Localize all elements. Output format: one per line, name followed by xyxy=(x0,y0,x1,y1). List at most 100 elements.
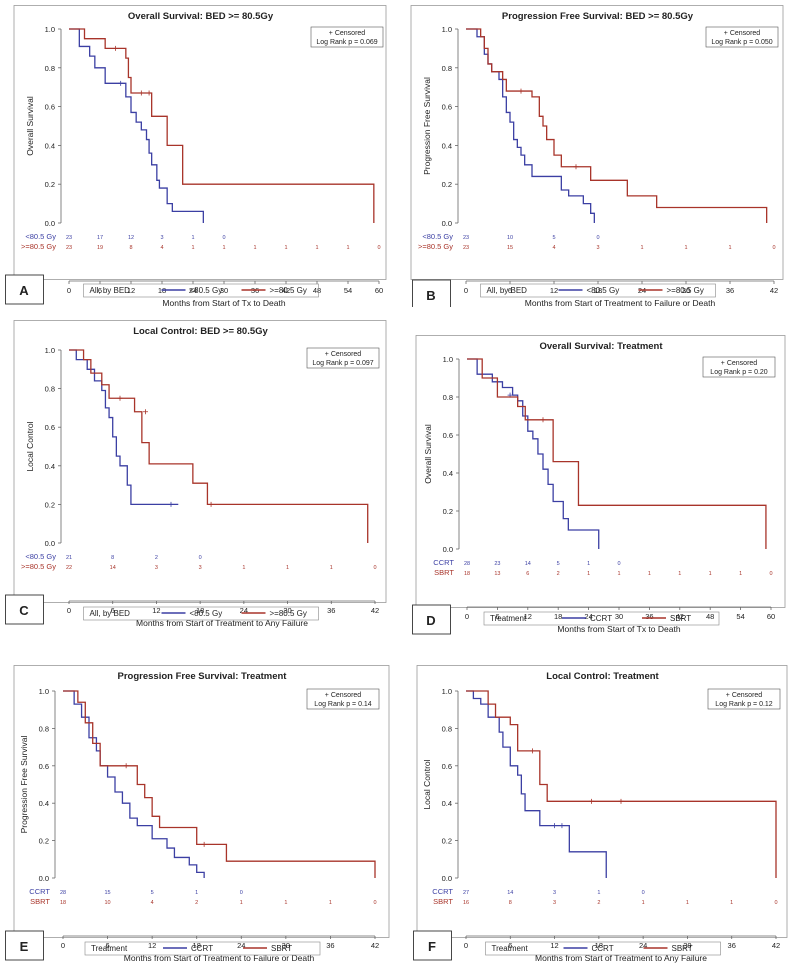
panel-frame xyxy=(415,335,786,608)
x-tick-label: 0 xyxy=(67,606,71,615)
x-tick-label: 0 xyxy=(465,612,469,621)
at-risk-count: 1 xyxy=(330,565,333,571)
x-tick-label: 24 xyxy=(584,612,592,621)
km-panel-a: Overall Survival: BED >= 80.5Gy 0.0 0.2 0.4… xyxy=(5,5,387,307)
at-risk-count: 1 xyxy=(728,245,731,251)
at-risk-group-label: <80.5 Gy xyxy=(422,232,453,241)
at-risk-count: 18 xyxy=(464,571,470,577)
panel-letter: F xyxy=(428,939,436,954)
x-tick-label: 18 xyxy=(196,606,204,615)
censor-mark xyxy=(117,395,123,401)
x-axis-label: Months from Start of Tx to Death xyxy=(557,624,680,634)
at-risk-group-label: >=80.5 Gy xyxy=(21,242,56,251)
at-risk-count: 12 xyxy=(128,235,134,241)
stats-legend-box xyxy=(306,688,380,710)
at-risk-count: 2 xyxy=(155,555,158,561)
censor-mark xyxy=(573,164,579,170)
censor-mark xyxy=(201,841,207,847)
x-tick-label: 42 xyxy=(282,286,290,295)
censored-legend-text: + Censored xyxy=(329,30,365,37)
chart-title: Overall Survival: Treatment xyxy=(539,341,663,352)
at-risk-count: 1 xyxy=(286,565,289,571)
at-risk-group-label: CCRT xyxy=(29,887,50,896)
x-tick-label: 18 xyxy=(554,612,562,621)
at-risk-count: 0 xyxy=(199,555,202,561)
log-rank-p: Log Rank p = 0.097 xyxy=(312,360,373,367)
x-tick-label: 0 xyxy=(464,941,468,950)
y-axis-label: Local Control xyxy=(25,421,35,471)
y-tick-label: 0.6 xyxy=(442,762,452,771)
x-tick-label: 48 xyxy=(706,612,714,621)
x-tick-label: 42 xyxy=(676,612,684,621)
censor-mark xyxy=(146,90,152,96)
x-tick-label: 24 xyxy=(240,606,248,615)
legend-entry: SBRT xyxy=(670,614,691,623)
y-tick-label: 0.4 xyxy=(442,799,452,808)
at-risk-count: 3 xyxy=(553,890,556,896)
y-tick-label: 0.2 xyxy=(443,507,453,516)
at-risk-count: 1 xyxy=(587,561,590,567)
at-risk-count: 8 xyxy=(509,900,512,906)
chart-title: Progression Free Survival: Treatment xyxy=(118,671,288,682)
y-axis-label: Progression Free Survival xyxy=(19,735,29,833)
stats-legend-box xyxy=(705,26,779,48)
x-tick-label: 60 xyxy=(375,286,383,295)
panel-letter-box xyxy=(5,274,44,305)
at-risk-group-label: >=80.5 Gy xyxy=(418,242,453,251)
legend-entry: CCRT xyxy=(592,944,614,953)
at-risk-count: 15 xyxy=(105,890,111,896)
y-tick-label: 0.0 xyxy=(443,545,453,554)
at-risk-count: 14 xyxy=(525,561,531,567)
x-tick-label: 12 xyxy=(127,286,135,295)
at-risk-group-label: <80.5 Gy xyxy=(25,552,56,561)
x-tick-label: 6 xyxy=(508,941,512,950)
km-curve-group1 xyxy=(69,349,179,506)
chart-title: Progression Free Survival: BED >= 80.5Gy xyxy=(502,11,694,22)
group-legend xyxy=(483,611,720,626)
legend-entry: >=80.5 Gy xyxy=(667,286,704,295)
at-risk-count: 1 xyxy=(597,890,600,896)
chart-title: Local Control: Treatment xyxy=(546,671,659,682)
at-risk-count: 18 xyxy=(60,900,66,906)
at-risk-group-label: CCRT xyxy=(433,558,454,567)
at-risk-count: 1 xyxy=(346,245,349,251)
panel-letter: C xyxy=(19,603,29,618)
y-tick-label: 0.6 xyxy=(39,762,49,771)
stats-legend-box xyxy=(310,26,384,48)
censor-mark xyxy=(559,823,565,829)
y-axis-label: Overall Survival xyxy=(25,96,35,156)
censor-mark xyxy=(618,798,624,804)
x-tick-label: 36 xyxy=(728,941,736,950)
km-curve-group2 xyxy=(466,28,768,223)
panel-frame xyxy=(13,5,387,280)
y-tick-label: 0.0 xyxy=(442,874,452,883)
x-tick-label: 30 xyxy=(283,606,291,615)
y-tick-label: 0.6 xyxy=(443,431,453,440)
km-curve-group2 xyxy=(467,358,767,549)
legend-entry: <80.5 Gy xyxy=(190,286,223,295)
km-curve-group2 xyxy=(466,690,777,878)
at-risk-group-label: SBRT xyxy=(433,897,453,906)
km-panel-f: Local Control: Treatment 0.0 0.2 0.4 0.6 0.8 1… xyxy=(413,665,788,963)
at-risk-group-label: >=80.5 Gy xyxy=(21,562,56,571)
at-risk-count: 1 xyxy=(678,571,681,577)
x-tick-label: 24 xyxy=(189,286,197,295)
at-risk-count: 1 xyxy=(191,235,194,241)
at-risk-count: 5 xyxy=(552,235,555,241)
at-risk-group-label: <80.5 Gy xyxy=(25,232,56,241)
y-tick-label: 0.8 xyxy=(442,64,452,73)
at-risk-count: 1 xyxy=(709,571,712,577)
x-tick-label: 30 xyxy=(282,941,290,950)
y-axis-label: Progression Free Survival xyxy=(422,77,432,175)
km-curve-group1 xyxy=(467,358,600,549)
panel-letter: B xyxy=(426,288,435,303)
at-risk-count: 13 xyxy=(494,571,500,577)
at-risk-group-label: SBRT xyxy=(434,568,454,577)
y-tick-label: 1.0 xyxy=(45,346,55,355)
censor-mark xyxy=(208,501,214,507)
at-risk-count: 5 xyxy=(151,890,154,896)
at-risk-count: 23 xyxy=(66,245,72,251)
y-tick-label: 0.2 xyxy=(45,500,55,509)
at-risk-count: 0 xyxy=(772,245,775,251)
at-risk-count: 0 xyxy=(240,890,243,896)
